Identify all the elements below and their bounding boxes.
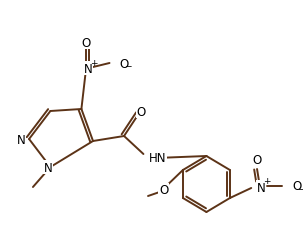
Text: +: + (263, 177, 271, 186)
Text: −: − (124, 61, 132, 70)
Text: O: O (82, 36, 91, 49)
Text: O: O (159, 184, 168, 197)
Text: O: O (119, 57, 128, 70)
Text: O: O (292, 180, 301, 193)
Text: O: O (137, 105, 146, 118)
Text: N: N (257, 181, 265, 194)
Text: N: N (16, 133, 25, 146)
Text: N: N (84, 62, 92, 75)
Text: −: − (297, 184, 303, 193)
Text: HN: HN (149, 151, 167, 164)
Text: N: N (44, 161, 53, 174)
Text: O: O (252, 154, 262, 167)
Text: +: + (90, 58, 98, 67)
